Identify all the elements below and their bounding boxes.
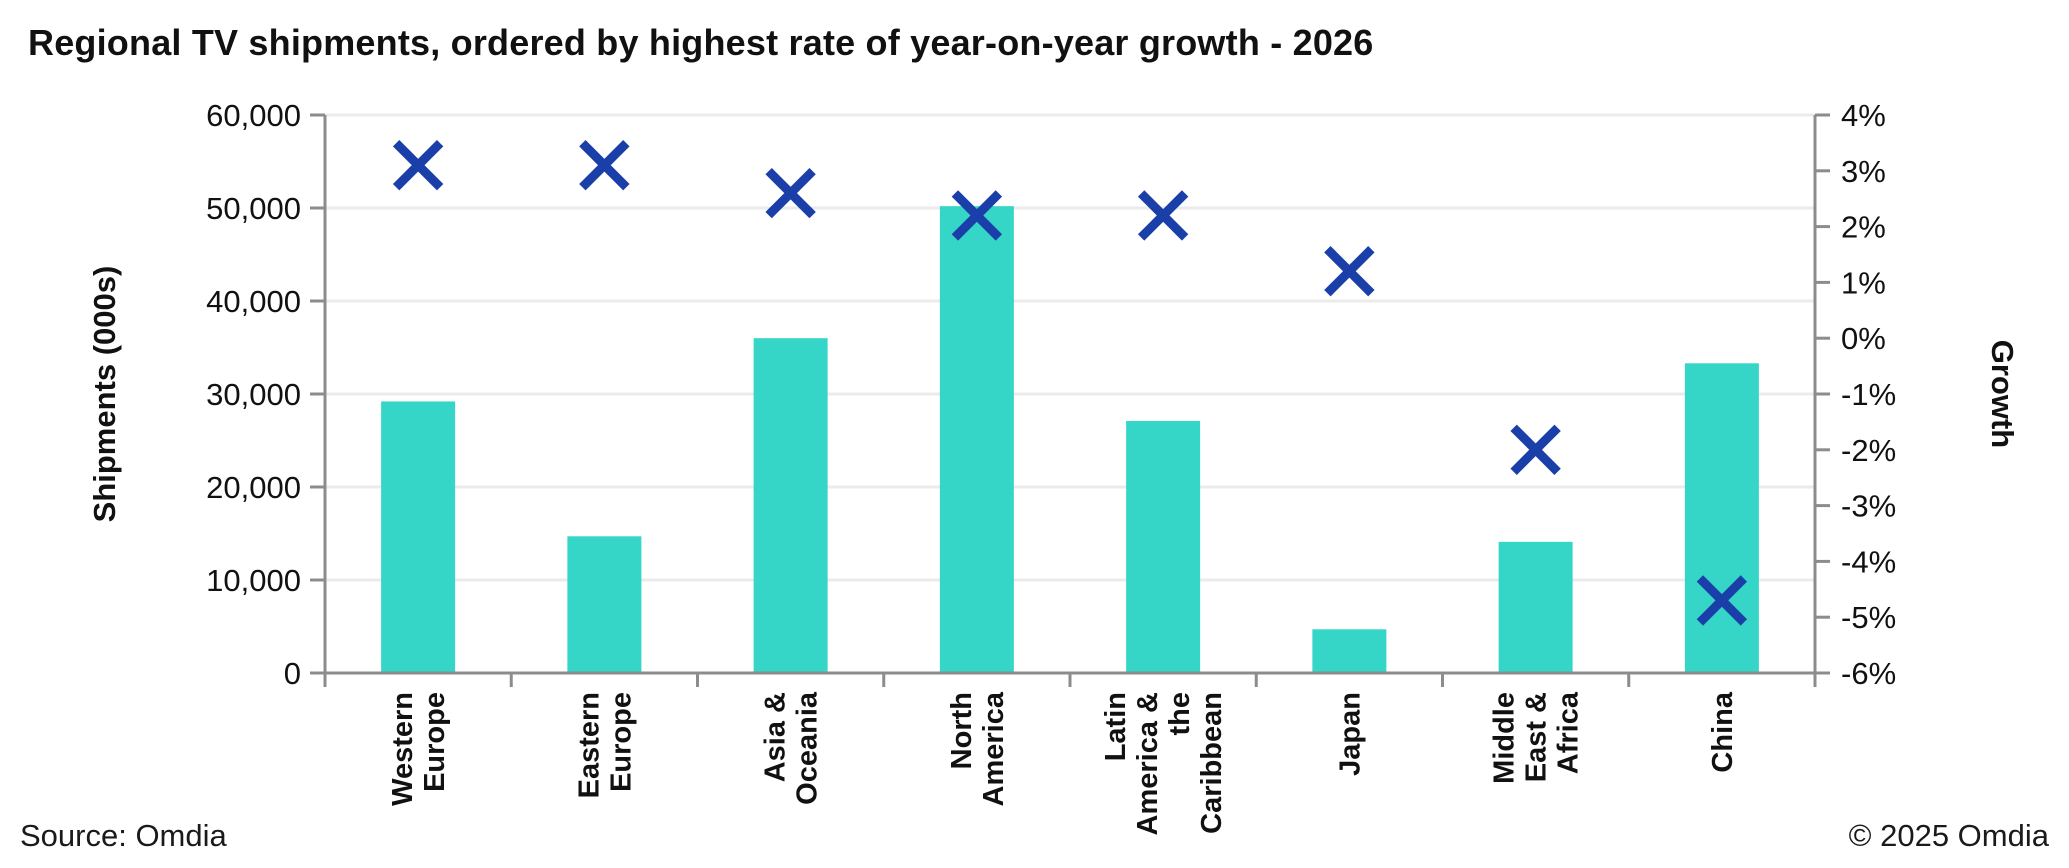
right-axis-tick-label: -3% [1841, 489, 1896, 524]
right-axis-tick-label: 1% [1841, 265, 1886, 300]
category-label-line: Africa [1553, 691, 1585, 774]
copyright-note: © 2025 Omdia [1848, 818, 2049, 853]
right-axis-tick-label: 3% [1841, 154, 1886, 189]
growth-x-marker-latin-america-the-caribbean [1137, 190, 1189, 241]
growth-x-marker-middle-east-africa [1510, 424, 1561, 475]
category-label-eastern-europe: Eastern Europe [573, 692, 637, 798]
source-note: Source: Omdia [20, 818, 227, 853]
category-label-line: Eastern [573, 692, 605, 798]
growth-x-marker-japan [1324, 246, 1375, 297]
right-axis-tick-label: -6% [1841, 656, 1896, 691]
right-axis-tick-label: -2% [1841, 433, 1896, 468]
category-label-line: America [978, 691, 1010, 806]
right-axis-tick-label: 4% [1841, 98, 1886, 133]
growth-x-marker-asia-oceania [765, 167, 816, 219]
category-label-asia-oceania: Asia & Oceania [760, 691, 824, 805]
bar-middle-east-africa [1498, 541, 1573, 673]
bar-japan [1312, 629, 1387, 673]
left-axis-tick-label: 50,000 [206, 191, 301, 226]
bar-north-america [939, 206, 1014, 673]
category-label-line: the [1164, 692, 1196, 736]
bar-latin-america-the-caribbean [1126, 420, 1201, 673]
category-label-western-europe: Western Europe [387, 692, 451, 806]
growth-x-marker-western-europe [392, 140, 444, 191]
category-label-line: North [946, 692, 978, 769]
category-label-line: China [1707, 691, 1739, 772]
bar-asia-oceania [753, 338, 828, 673]
category-label-line: Latin [1100, 692, 1132, 761]
category-label-middle-east-africa: Middle East & Africa [1489, 691, 1585, 784]
left-axis-tick-label: 40,000 [206, 284, 301, 319]
chart-title: Regional TV shipments, ordered by highes… [28, 22, 1374, 63]
category-label-line: Europe [605, 692, 637, 792]
bar-western-europe [381, 401, 456, 673]
left-axis-tick-label: 10,000 [206, 563, 301, 598]
left-axis-tick-label: 20,000 [206, 470, 301, 505]
category-label-north-america: North America [946, 691, 1010, 806]
growth-x-marker-north-america [951, 190, 1003, 241]
right-axis-tick-label: 2% [1841, 210, 1886, 245]
left-axis-tick-label: 60,000 [206, 98, 301, 133]
category-label-line: Oceania [792, 691, 824, 805]
category-label-japan: Japan [1334, 692, 1366, 776]
category-label-line: Middle [1489, 692, 1521, 784]
bar-china [1684, 363, 1759, 673]
category-label-line: East & [1521, 692, 1553, 782]
category-label-china: China [1707, 691, 1739, 772]
right-axis-tick-label: 0% [1841, 321, 1886, 356]
category-label-line: Europe [419, 692, 451, 792]
left-axis-tick-label: 0 [284, 656, 301, 691]
category-label-line: Western [387, 692, 419, 806]
bar-eastern-europe [567, 536, 642, 673]
category-label-line: Japan [1334, 692, 1366, 776]
category-label-line: Caribbean [1196, 692, 1228, 834]
category-label-latin-america-the-caribbean: Latin America & the Caribbean [1100, 692, 1228, 836]
right-axis-tick-label: -1% [1841, 377, 1896, 412]
right-axis-tick-label: -4% [1841, 544, 1896, 579]
growth-x-marker-eastern-europe [579, 140, 630, 191]
growth-x-marker-china [1696, 575, 1748, 626]
left-axis-tick-label: 30,000 [206, 377, 301, 412]
right-axis-tick-label: -5% [1841, 600, 1896, 635]
category-label-line: America & [1132, 692, 1164, 836]
category-label-line: Asia & [760, 692, 792, 782]
